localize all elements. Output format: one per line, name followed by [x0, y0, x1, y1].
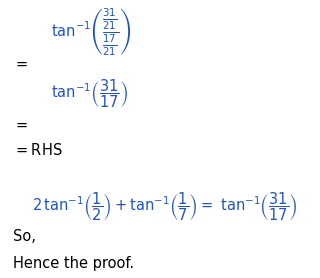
- Text: $=$: $=$: [13, 56, 28, 71]
- Text: $\tan^{-1}\!\left(\dfrac{31}{17}\right)$: $\tan^{-1}\!\left(\dfrac{31}{17}\right)$: [51, 78, 129, 110]
- Text: $=$: $=$: [13, 117, 28, 132]
- Text: $2\,\tan^{-1}\!\left(\dfrac{1}{2}\right) + \tan^{-1}\!\left(\dfrac{1}{7}\right) : $2\,\tan^{-1}\!\left(\dfrac{1}{2}\right)…: [32, 190, 298, 223]
- Text: $= \mathrm{RHS}$: $= \mathrm{RHS}$: [13, 142, 62, 158]
- Text: So,: So,: [13, 229, 36, 244]
- Text: Hence the proof.: Hence the proof.: [13, 256, 134, 271]
- Text: $\tan^{-1}\!\left(\dfrac{\frac{31}{21}}{\frac{17}{21}}\right)$: $\tan^{-1}\!\left(\dfrac{\frac{31}{21}}{…: [51, 7, 132, 58]
